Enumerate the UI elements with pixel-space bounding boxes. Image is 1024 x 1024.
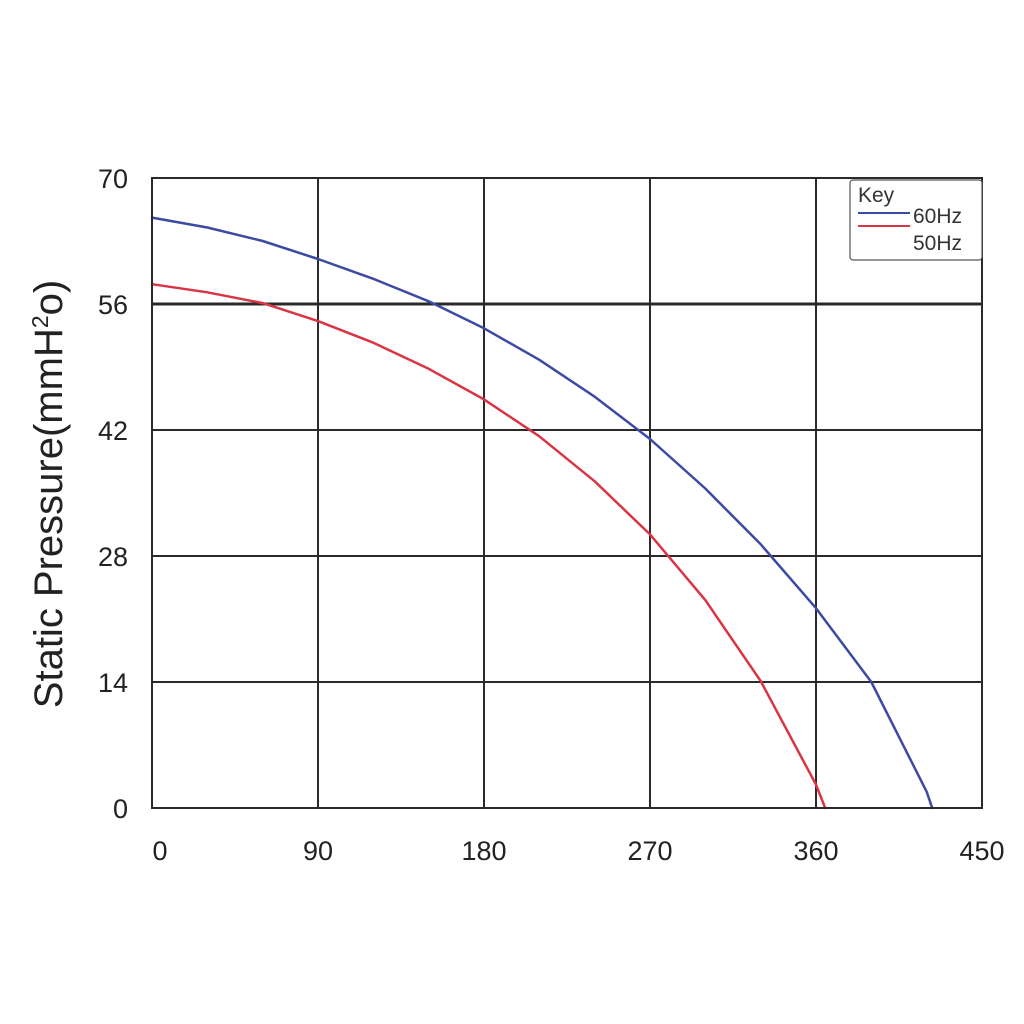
y-axis-label: Static Pressure(mmH2o) xyxy=(27,280,71,708)
y-tick-label-14: 14 xyxy=(98,668,128,698)
plot-frame xyxy=(151,177,983,809)
x-tick-labels: 0 90 180 270 360 450 xyxy=(152,836,1004,866)
y-tick-labels: 0 14 28 42 56 70 xyxy=(98,164,128,824)
y-tick-label-42: 42 xyxy=(98,416,128,446)
y-tick-label-70: 70 xyxy=(98,164,128,194)
x-tick-label-270: 270 xyxy=(627,836,672,866)
x-tick-label-180: 180 xyxy=(461,836,506,866)
legend-title: Key xyxy=(858,184,895,207)
legend-box xyxy=(849,179,983,261)
y-tick-label-56: 56 xyxy=(98,290,128,320)
legend: Key 60Hz 50Hz xyxy=(849,179,983,261)
x-tick-label-0: 0 xyxy=(152,836,167,866)
x-tick-label-90: 90 xyxy=(303,836,333,866)
x-tick-label-450: 450 xyxy=(959,836,1004,866)
y-tick-label-28: 28 xyxy=(98,542,128,572)
y-tick-label-0: 0 xyxy=(113,794,128,824)
series-line-50hz xyxy=(150,282,827,810)
legend-label-60hz: 60Hz xyxy=(913,205,962,228)
legend-label-50hz: 50Hz xyxy=(913,232,962,255)
grid xyxy=(152,178,982,808)
series-lines xyxy=(150,216,934,810)
x-tick-label-360: 360 xyxy=(793,836,838,866)
series-line-60hz xyxy=(150,216,934,810)
y-axis-label-tail: o) xyxy=(27,280,71,316)
y-axis-label-superscript: 2 xyxy=(27,315,53,328)
